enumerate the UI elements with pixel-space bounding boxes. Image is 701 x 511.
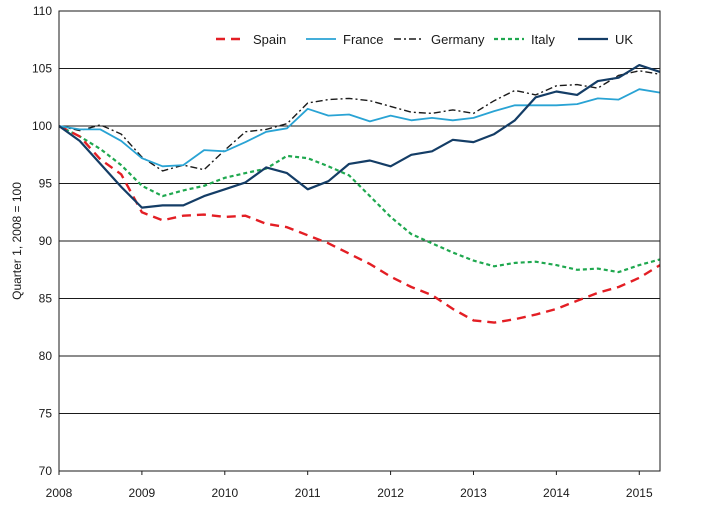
y-tick-label: 90 bbox=[39, 234, 53, 248]
y-tick-label: 100 bbox=[32, 119, 52, 133]
legend-label: Italy bbox=[531, 32, 555, 47]
gridlines bbox=[59, 68, 660, 414]
legend: Spain France Germany Italy UK bbox=[216, 32, 633, 47]
y-tick-label: 80 bbox=[39, 349, 53, 363]
x-tick-label: 2011 bbox=[295, 486, 321, 500]
series-lines bbox=[58, 63, 661, 324]
series-line-italy bbox=[58, 125, 661, 274]
y-tick-label: 95 bbox=[39, 177, 53, 191]
legend-label: UK bbox=[615, 32, 633, 47]
y-tick-labels: 70 75 80 85 90 95 100 105 110 bbox=[32, 4, 52, 478]
y-tick-label: 105 bbox=[32, 62, 52, 76]
series-line-germany bbox=[58, 70, 661, 172]
y-tick-label: 75 bbox=[39, 407, 53, 421]
x-tick-label: 2012 bbox=[377, 486, 404, 500]
x-tick-label: 2009 bbox=[129, 486, 156, 500]
legend-label: Germany bbox=[431, 32, 485, 47]
y-axis-label: Quarter 1, 2008 = 100 bbox=[10, 182, 24, 300]
series-line-spain bbox=[58, 124, 661, 324]
y-tick-label: 110 bbox=[33, 4, 52, 18]
legend-label: France bbox=[343, 32, 383, 47]
x-tick-label: 2015 bbox=[626, 486, 653, 500]
x-tick-label: 2013 bbox=[460, 486, 487, 500]
x-tick-label: 2014 bbox=[543, 486, 570, 500]
x-tick-label: 2008 bbox=[46, 486, 73, 500]
x-tick-labels: 2008 2009 2010 2011 2012 2013 2014 2015 bbox=[46, 471, 653, 500]
x-tick-label: 2010 bbox=[211, 486, 238, 500]
y-tick-label: 85 bbox=[39, 292, 53, 306]
series-line-france bbox=[58, 88, 661, 168]
legend-label: Spain bbox=[253, 32, 286, 47]
plot-frame bbox=[58, 10, 661, 472]
y-tick-label: 70 bbox=[39, 464, 53, 478]
series-line-uk bbox=[58, 63, 661, 209]
